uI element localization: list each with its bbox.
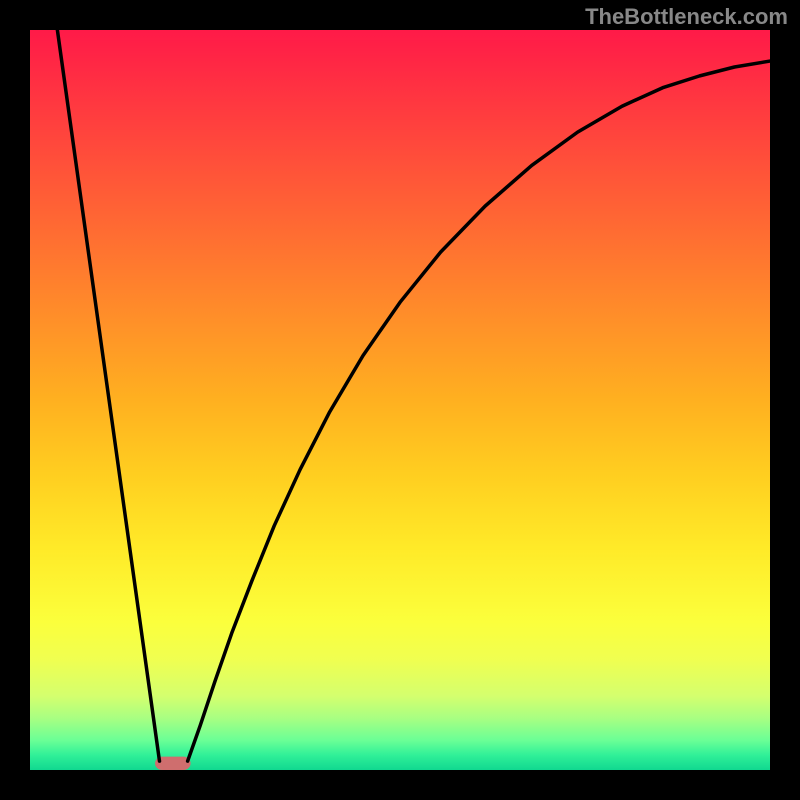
watermark-text: TheBottleneck.com — [585, 4, 788, 29]
plot-background — [30, 30, 770, 770]
chart-svg: TheBottleneck.com — [0, 0, 800, 800]
bottleneck-chart: TheBottleneck.com — [0, 0, 800, 800]
